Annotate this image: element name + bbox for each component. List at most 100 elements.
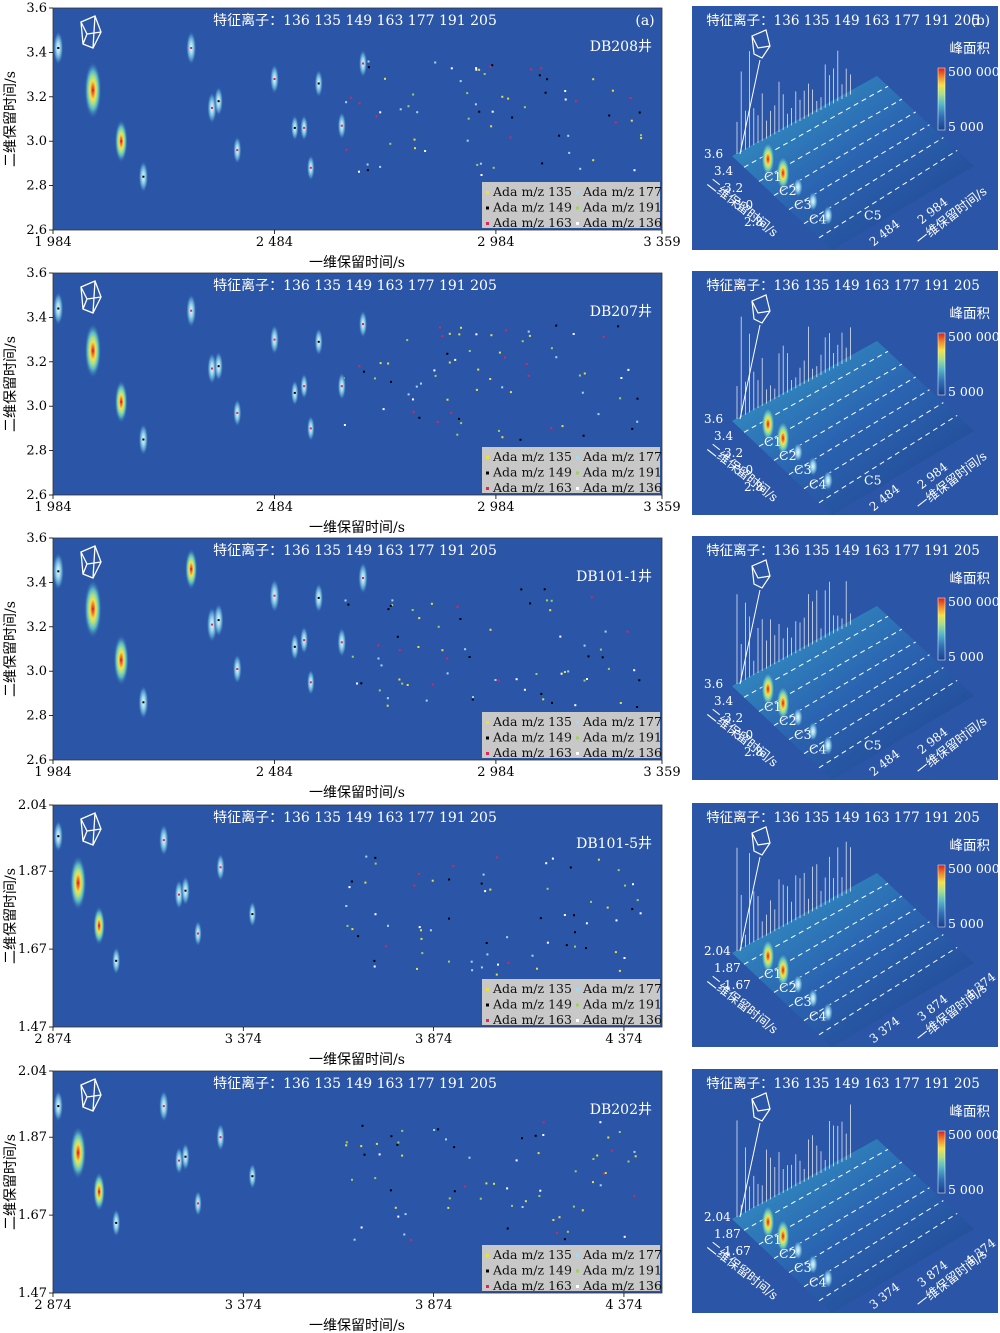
minor-peak-dot [501,386,504,389]
minor-peak-dot [531,954,534,957]
surface-y-tick-label: 3.4 [714,429,733,443]
x-axis-label: 一维保留时间/s [309,785,405,801]
minor-peak-dot [501,95,504,98]
minor-peak-dot [592,1158,595,1160]
minor-peak-dot [470,960,473,963]
peak-marker [77,1151,80,1154]
minor-peak-dot [391,599,394,602]
colorbar [937,597,946,661]
minor-peak-dot [636,420,639,423]
y-axis-label: 二维保留时间/s [3,71,19,167]
minor-peak-dot [551,701,553,704]
minor-peak-dot [614,121,617,124]
minor-peak-dot [351,1178,353,1181]
peak-marker [162,1105,165,1108]
legend-marker [576,191,579,194]
minor-peak-dot [464,648,467,651]
x-tick-label: 3 374 [225,1032,262,1047]
minor-peak-dot [639,912,642,915]
legend-box [482,1245,660,1291]
minor-peak-dot [636,899,639,902]
surface-plane [732,76,974,250]
minor-peak-dot [515,678,518,681]
carbon-label: C1 [764,1232,782,1247]
minor-peak-dot [521,1137,523,1140]
feature-ions-title: 特征离子：136 135 149 163 177 191 205 [213,542,497,559]
x-tick-label: 3 359 [643,765,680,780]
peak-marker [184,1155,187,1158]
minor-peak-dot [623,1235,626,1238]
minor-peak-dot [458,417,460,420]
minor-peak-dot [351,655,354,658]
minor-peak-dot [484,890,487,893]
minor-peak-dot [497,963,499,966]
minor-peak-dot [345,148,348,151]
minor-peak-dot [374,856,377,859]
peak-marker [57,570,60,573]
minor-peak-dot [631,427,634,430]
legend-label: Ada m/z 149 [492,730,572,745]
surface-y-tick-label: 3.2 [724,181,743,195]
colorbar-min-label: 5 000 [948,384,984,399]
surface-peak [823,735,833,756]
minor-peak-dot [350,880,353,883]
minor-peak-dot [633,169,636,172]
minor-peak-dot [546,599,548,602]
minor-peak-dot [592,1181,594,1184]
minor-peak-dot [537,1152,540,1155]
minor-peak-dot [538,74,541,77]
legend-marker [486,1285,489,1288]
minor-peak-dot [611,89,614,92]
legend-box [482,712,660,758]
chart-panel-1: 特征离子：136 135 149 163 177 191 205 (a) DB208… [3,1,1000,271]
colorbar-title: 峰面积 [950,1104,991,1120]
peak-marker [309,681,312,684]
minor-peak-dot [390,380,392,383]
minor-peak-dot [556,1232,558,1235]
legend-box [482,979,660,1025]
legend-marker [486,1003,489,1007]
chart-panel-5: 特征离子：136 135 149 163 177 191 205 DB202井 Ad… [3,1064,1000,1333]
x-tick-label: 1 984 [34,235,71,250]
minor-peak-dot [357,935,360,938]
minor-peak-dot [509,391,512,394]
adamantane-structure-icon [80,15,102,49]
minor-peak-dot [466,92,469,95]
adamantane-leader-line [739,1122,761,1218]
minor-peak-dot [445,1138,447,1141]
peak-marker [57,307,60,310]
minor-peak-dot [374,1177,377,1180]
carbon-label: C4 [809,1274,827,1289]
minor-peak-dot [358,365,361,368]
minor-peak-dot [448,960,450,963]
minor-peak-dot [387,362,390,365]
minor-peak-dot [450,411,453,414]
surface-y-tick-label: 3.0 [734,463,753,477]
peak-marker [219,866,222,869]
surface-peak [761,671,775,708]
legend-label: Ada m/z 191 [582,997,662,1012]
legend-label: Ada m/z 177 [582,981,662,996]
surface-peak [761,406,775,443]
minor-peak-dot [420,937,423,940]
minor-peak-dot [606,906,609,909]
peak-marker [91,349,94,352]
colorbar-max-label: 500 000 [948,594,1000,609]
minor-peak-dot [536,967,538,970]
minor-peak-dot [610,1149,613,1152]
surface-spikes [736,581,851,684]
minor-peak-dot [602,335,605,338]
surface-plane [732,606,974,780]
minor-peak-dot [360,1226,363,1229]
adamantane-structure-icon-3d [751,294,771,324]
peak-marker [178,893,180,896]
minor-peak-dot [401,1129,404,1132]
minor-peak-dot [552,1219,555,1221]
legend-label: Ada m/z 163 [492,1278,572,1293]
legend-marker [576,721,579,724]
minor-peak-dot [626,630,629,633]
surface-divider-line [818,679,958,769]
minor-peak-dot [521,1206,524,1208]
